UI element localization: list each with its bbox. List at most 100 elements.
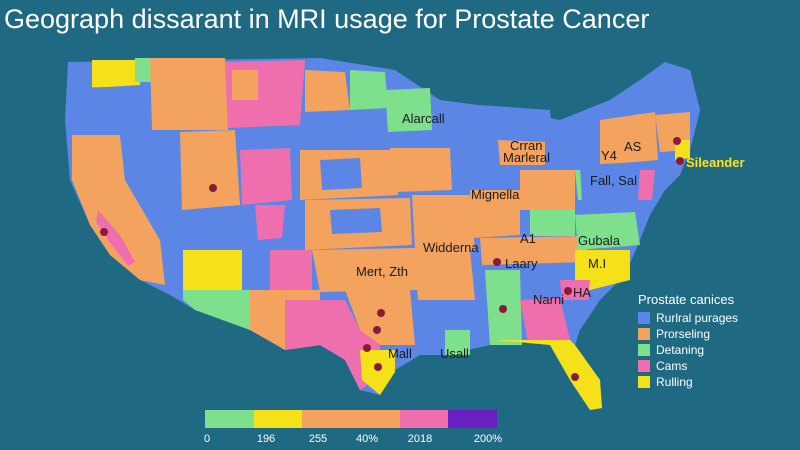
marker-10 <box>374 363 382 371</box>
map-title: Geograph dissarant in MRI usage for Pros… <box>4 4 650 34</box>
region-utah <box>180 130 240 210</box>
marker-6 <box>571 373 579 381</box>
scale-segment <box>302 410 352 428</box>
legend-swatch <box>638 360 650 372</box>
region-oregon <box>70 86 152 135</box>
legend-swatch <box>638 376 650 388</box>
state-regions <box>65 58 700 410</box>
legend-label: Detaning <box>656 343 705 357</box>
scale-segment <box>399 410 449 428</box>
region-montana-orange <box>232 70 258 100</box>
scale-label: 196 <box>256 433 276 445</box>
legend-swatch <box>638 328 650 340</box>
legend-item: Detaning <box>638 342 738 358</box>
legend-swatch <box>638 312 650 324</box>
region-arkansas-orange <box>415 250 475 300</box>
map-label: Mignella <box>471 187 520 202</box>
region-indiana-orange <box>520 170 575 210</box>
map-label: Laary <box>505 256 538 271</box>
region-georgia-pink <box>520 298 570 342</box>
map-label: Alarcall <box>402 111 445 126</box>
marker-1 <box>209 184 217 192</box>
region-newmexico-pink <box>270 250 312 292</box>
legend-title: Prostate canices <box>638 292 735 307</box>
region-oklahoma-orange <box>312 248 418 292</box>
legend-label: Rulling <box>656 375 693 389</box>
city-markers <box>100 137 684 381</box>
region-missouri-orange <box>412 195 475 250</box>
legend-label: Prorseling <box>656 327 711 341</box>
map-label: A1 <box>520 231 536 246</box>
legend-item: Cams <box>638 358 738 374</box>
region-wyoming-pink <box>240 148 292 205</box>
region-arizona-green <box>183 290 250 330</box>
marker-2 <box>100 228 108 236</box>
region-dakota-green <box>350 70 388 110</box>
region-newyork-orange <box>600 112 658 165</box>
legend-label: Rurlral purages <box>656 311 739 325</box>
region-nevada <box>120 132 182 240</box>
map-label: Y4 <box>601 148 617 163</box>
scale-label: 40% <box>355 433 379 445</box>
map-label: Fall, Sal <box>590 173 637 188</box>
region-mississippi-green <box>445 330 470 355</box>
region-california <box>72 135 165 285</box>
region-illinois-orange <box>470 190 520 238</box>
region-dakota-orange <box>305 70 350 112</box>
region-idaho-orange <box>150 58 228 130</box>
legend-swatch <box>638 344 650 356</box>
region-newjersey-pink <box>638 170 655 200</box>
color-scale-bar <box>205 410 498 428</box>
map-label: Widderna <box>423 240 479 255</box>
region-kansas-blue <box>330 208 382 234</box>
map-label: AS <box>624 139 642 154</box>
legend-item: Rurlral purages <box>638 310 738 326</box>
region-minnesota-green <box>385 88 432 132</box>
region-pennsylvania-blue <box>580 162 642 202</box>
marker-4 <box>499 305 507 313</box>
scale-label: 0 <box>203 433 211 445</box>
legend-label: Cams <box>656 359 688 373</box>
region-virginia-green <box>575 212 640 250</box>
map-label: Mall <box>388 346 412 361</box>
region-ca-pink <box>96 210 135 266</box>
map-label: Narni <box>533 292 565 307</box>
region-kentucky-green <box>530 210 575 236</box>
region-michigan-orange <box>498 140 545 165</box>
marker-11 <box>673 137 681 145</box>
map-legend: Prostate canices Rurlral purages Prorsel… <box>638 292 738 390</box>
region-newengland-yellow <box>675 140 690 160</box>
map-label: Gubala <box>578 233 620 248</box>
map-label: Mert, Zth <box>356 264 409 279</box>
region-texas-pink <box>285 300 380 390</box>
scale-segment <box>351 410 400 428</box>
region-tennessee-orange <box>480 236 588 265</box>
map-label: Crran <box>510 138 543 153</box>
map-label: HA <box>573 285 592 300</box>
marker-9 <box>363 344 371 352</box>
marker-12 <box>676 157 684 165</box>
legend-item: Prorseling <box>638 326 738 342</box>
region-carolina-pink <box>560 280 590 300</box>
region-texas-yellow <box>360 350 395 395</box>
map-label-highlight: Sileander <box>686 155 745 170</box>
scale-label: 200% <box>473 433 503 445</box>
scale-segment <box>205 410 254 428</box>
region-arizona-yellow <box>183 250 242 290</box>
scale-label: 2018 <box>407 433 433 445</box>
map-label: M.I <box>588 256 607 271</box>
region-florida-yellow <box>495 340 602 410</box>
marker-7 <box>377 309 385 317</box>
map-label: Usall <box>440 346 469 361</box>
region-texas-orange <box>345 290 415 345</box>
region-colorado-pink <box>255 205 285 240</box>
map-label: Marleral <box>503 150 550 165</box>
region-iowa-orange <box>390 148 452 192</box>
scale-label: 255 <box>308 433 328 445</box>
region-nebraska-blue <box>320 158 362 190</box>
region-washington <box>92 60 140 88</box>
scale-segment <box>448 410 498 428</box>
scale-segment <box>253 410 303 428</box>
marker-5 <box>564 287 572 295</box>
